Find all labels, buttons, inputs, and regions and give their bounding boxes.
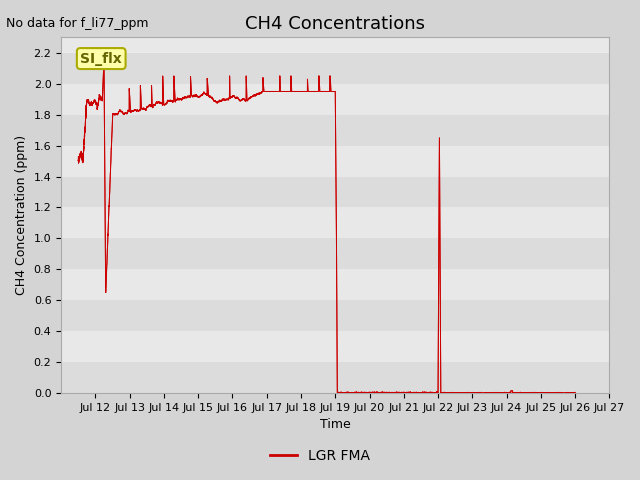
Text: SI_flx: SI_flx bbox=[81, 51, 122, 66]
Text: No data for f_li77_ppm: No data for f_li77_ppm bbox=[6, 17, 149, 30]
Title: CH4 Concentrations: CH4 Concentrations bbox=[245, 15, 425, 33]
Bar bbox=[61, 300, 609, 331]
Bar bbox=[61, 239, 609, 269]
X-axis label: Time: Time bbox=[320, 419, 351, 432]
Bar bbox=[61, 207, 609, 239]
Legend: LGR FMA: LGR FMA bbox=[264, 443, 376, 468]
Bar bbox=[61, 177, 609, 207]
Bar bbox=[61, 362, 609, 393]
Bar bbox=[61, 269, 609, 300]
Y-axis label: CH4 Concentration (ppm): CH4 Concentration (ppm) bbox=[15, 135, 28, 295]
Bar bbox=[61, 331, 609, 362]
Bar bbox=[61, 84, 609, 115]
Bar bbox=[61, 115, 609, 145]
Bar bbox=[61, 145, 609, 177]
Bar bbox=[61, 53, 609, 84]
